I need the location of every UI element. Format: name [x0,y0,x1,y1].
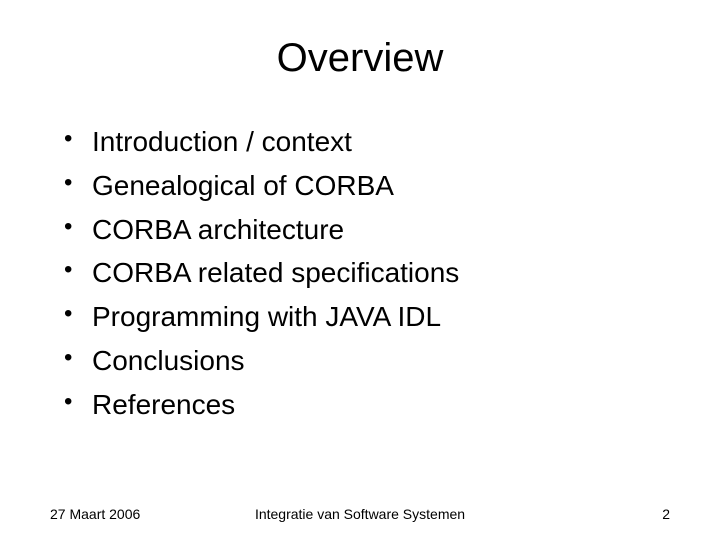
list-item: CORBA architecture [64,211,670,249]
list-item: Conclusions [64,342,670,380]
slide-footer: 27 Maart 2006 Integratie van Software Sy… [0,506,720,522]
footer-date: 27 Maart 2006 [50,506,140,522]
list-item: References [64,386,670,424]
bullet-list: Introduction / context Genealogical of C… [50,123,670,424]
list-item: CORBA related specifications [64,254,670,292]
footer-page-number: 2 [662,506,670,522]
footer-center: Integratie van Software Systemen [255,506,465,522]
list-item: Programming with JAVA IDL [64,298,670,336]
list-item: Introduction / context [64,123,670,161]
list-item: Genealogical of CORBA [64,167,670,205]
slide: Overview Introduction / context Genealog… [0,0,720,540]
slide-title: Overview [50,36,670,81]
